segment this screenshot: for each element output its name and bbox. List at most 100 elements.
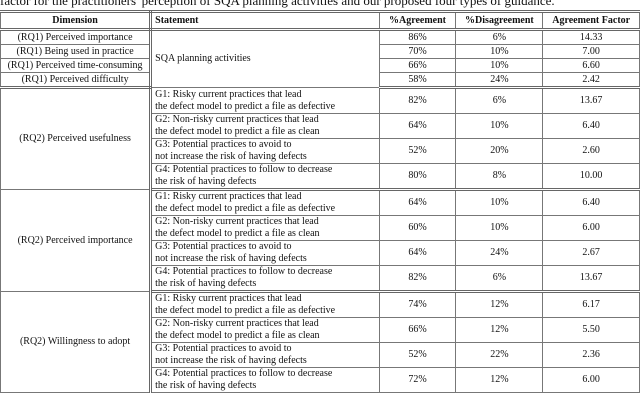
agreement-factor-cell: 5.50 xyxy=(542,317,640,343)
statement-cell: G2: Non-risky current practices that lea… xyxy=(150,317,380,343)
statement-line: the risk of having defects xyxy=(155,380,257,391)
table-row: (RQ2) Perceived usefulness G1: Risky curr… xyxy=(0,87,640,190)
agreement-cell: 64% xyxy=(378,189,457,216)
dimension-cell: (RQ1) Perceived time-consuming xyxy=(0,58,153,73)
agreement-cell: 82% xyxy=(378,265,457,293)
header-disagreement: %Disagreement xyxy=(455,10,544,31)
disagreement-cell: 10% xyxy=(455,215,544,241)
disagreement-cell: 22% xyxy=(455,342,544,368)
statement-cell: G1: Risky current practices that lead the… xyxy=(150,189,380,216)
agreement-factor-cell: 6.60 xyxy=(542,58,640,73)
agreement-cell: 64% xyxy=(378,240,457,266)
disagreement-cell: 10% xyxy=(455,113,544,139)
statement-cell: G4: Potential practices to follow to dec… xyxy=(150,265,380,293)
agreement-cell: 64% xyxy=(378,113,457,139)
statement-cell: G2: Non-risky current practices that lea… xyxy=(150,215,380,241)
table-row: G4: Potential practices to follow to dec… xyxy=(1,265,640,293)
table-row: (RQ2) Willingness to adopt G1: Risky curr… xyxy=(0,291,640,393)
statement-cell: G4: Potential practices to follow to dec… xyxy=(150,163,380,191)
statement-cell: SQA planning activities xyxy=(150,29,380,88)
disagreement-cell: 20% xyxy=(455,138,544,164)
statement-cell: G3: Potential practices to avoid to not i… xyxy=(150,240,380,266)
results-table: Dimension Statement %Agreement %Disagree… xyxy=(0,10,640,393)
agreement-factor-cell: 6.00 xyxy=(542,215,640,241)
dimension-cell: (RQ1) Perceived difficulty xyxy=(0,72,153,89)
disagreement-cell: 6% xyxy=(455,29,544,45)
disagreement-cell: 10% xyxy=(455,189,544,216)
statement-line: not increase the risk of having defects xyxy=(155,253,307,264)
header-row: Dimension Statement %Agreement %Disagree… xyxy=(0,10,640,31)
disagreement-cell: 8% xyxy=(455,163,544,191)
agreement-cell: 60% xyxy=(378,215,457,241)
dimension-cell: (RQ1) Perceived importance xyxy=(0,29,153,45)
agreement-factor-cell: 14.33 xyxy=(542,29,640,45)
statement-line: the defect model to predict a file as cl… xyxy=(155,330,320,341)
statement-cell: G3: Potential practices to avoid to not i… xyxy=(150,342,380,368)
statement-line: G4: Potential practices to follow to dec… xyxy=(155,266,333,277)
agreement-factor-cell: 6.40 xyxy=(542,113,640,139)
dimension-cell: (RQ2) Perceived importance xyxy=(0,189,153,292)
statement-line: G1: Risky current practices that lead xyxy=(155,88,302,100)
table-row: G3: Potential practices to avoid to not i… xyxy=(1,342,640,368)
statement-line: G2: Non-risky current practices that lea… xyxy=(155,216,319,227)
agreement-cell: 82% xyxy=(378,87,457,114)
agreement-cell: 86% xyxy=(378,29,457,45)
dimension-cell: (RQ1) Being used in practice xyxy=(0,44,153,59)
statement-line: G2: Non-risky current practices that lea… xyxy=(155,318,319,329)
agreement-factor-cell: 2.60 xyxy=(542,138,640,164)
table-row: G4: Potential practices to follow to dec… xyxy=(1,367,640,393)
agreement-factor-cell: 6.17 xyxy=(542,291,640,318)
statement-line: G4: Potential practices to follow to dec… xyxy=(155,368,333,379)
disagreement-cell: 10% xyxy=(455,58,544,73)
statement-line: not increase the risk of having defects xyxy=(155,151,307,162)
agreement-factor-cell: 13.67 xyxy=(542,265,640,293)
dimension-cell: (RQ2) Willingness to adopt xyxy=(0,291,153,393)
disagreement-cell: 6% xyxy=(455,87,544,114)
statement-line: the defect model to predict a file as de… xyxy=(155,203,336,214)
agreement-cell: 52% xyxy=(378,342,457,368)
disagreement-cell: 12% xyxy=(455,317,544,343)
table-row: (RQ2) Perceived importance G1: Risky curr… xyxy=(0,189,640,292)
statement-line: G2: Non-risky current practices that lea… xyxy=(155,114,319,125)
header-agreement: %Agreement xyxy=(378,10,457,31)
agreement-cell: 80% xyxy=(378,163,457,191)
disagreement-cell: 24% xyxy=(455,72,544,89)
agreement-cell: 58% xyxy=(378,72,457,89)
agreement-cell: 66% xyxy=(378,58,457,73)
table-caption: factor for the practitioners' perception… xyxy=(0,0,555,8)
agreement-factor-cell: 6.00 xyxy=(542,367,640,393)
agreement-factor-cell: 2.36 xyxy=(542,342,640,368)
statement-cell: G1: Risky current practices that lead the… xyxy=(150,291,380,318)
statement-line: the defect model to predict a file as de… xyxy=(155,305,336,316)
disagreement-cell: 12% xyxy=(455,367,544,393)
disagreement-cell: 10% xyxy=(455,44,544,59)
disagreement-cell: 6% xyxy=(455,265,544,293)
statement-cell: G4: Potential practices to follow to dec… xyxy=(150,367,380,393)
table-row: G3: Potential practices to avoid to not i… xyxy=(1,240,640,266)
statement-line: the defect model to predict a file as cl… xyxy=(155,228,320,239)
agreement-factor-cell: 2.42 xyxy=(542,72,640,89)
statement-cell: G3: Potential practices to avoid to not i… xyxy=(150,138,380,164)
statement-line: not increase the risk of having defects xyxy=(155,355,307,366)
header-dimension: Dimension xyxy=(0,10,153,31)
table-row: G3: Potential practices to avoid to not i… xyxy=(1,138,640,164)
disagreement-cell: 24% xyxy=(455,240,544,266)
agreement-factor-cell: 2.67 xyxy=(542,240,640,266)
statement-cell: G1: Risky current practices that lead the… xyxy=(150,87,380,114)
table-row: (RQ1) Being used in practice 70% 10% 7.00 xyxy=(0,44,640,59)
statement-line: G4: Potential practices to follow to dec… xyxy=(155,164,333,175)
statement-line: the defect model to predict a file as cl… xyxy=(155,126,320,137)
statement-line: the risk of having defects xyxy=(155,278,257,289)
header-statement: Statement xyxy=(150,10,380,31)
agreement-cell: 72% xyxy=(378,367,457,393)
agreement-factor-cell: 13.67 xyxy=(542,87,640,114)
table-row: G4: Potential practices to follow to dec… xyxy=(1,163,640,191)
statement-line: G3: Potential practices to avoid to xyxy=(155,241,292,252)
table-row: (RQ1) Perceived importance SQA planning a… xyxy=(0,29,640,88)
statement-line: the risk of having defects xyxy=(155,176,257,187)
statement-line: G3: Potential practices to avoid to xyxy=(155,343,292,354)
table-row: G2: Non-risky current practices that lea… xyxy=(1,317,640,343)
disagreement-cell: 12% xyxy=(455,291,544,318)
statement-line: G1: Risky current practices that lead xyxy=(155,293,302,304)
table-row: (RQ1) Perceived difficulty 58% 24% 2.42 xyxy=(0,72,640,89)
